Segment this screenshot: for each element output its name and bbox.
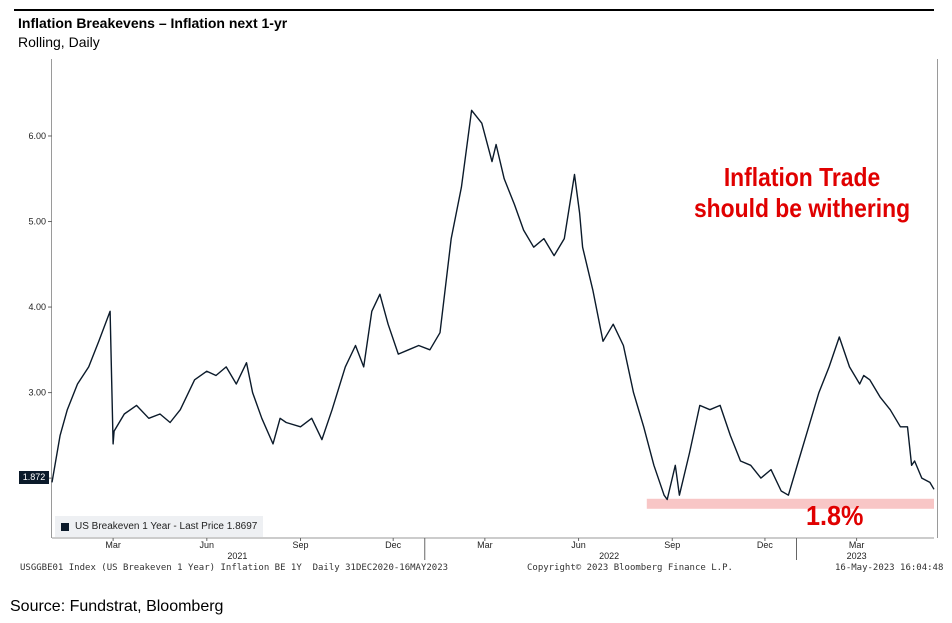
legend-label: US Breakeven 1 Year - Last Price 1.8697 [75, 521, 258, 532]
legend-swatch [61, 522, 69, 531]
footer-series-info: USGGBE01 Index (US Breakeven 1 Year) Inf… [20, 563, 449, 573]
top-rule [14, 9, 934, 11]
headline-annotation: Inflation Trade should be withering [688, 162, 917, 224]
x-tick-label: Dec [757, 540, 774, 550]
x-tick-label: Mar [849, 540, 865, 550]
x-tick-label: Mar [105, 540, 121, 550]
source-note: Source: Fundstrat, Bloomberg [10, 598, 224, 615]
series-line [51, 109, 935, 501]
plot-frame [51, 59, 938, 538]
chart-title: Inflation Breakevens – Inflation next 1-… [18, 15, 288, 31]
x-tick-label: Jun [200, 540, 215, 550]
x-tick-label: Mar [477, 540, 493, 550]
year-label: 2021 [227, 551, 247, 561]
y-tick-label: 5.00 [28, 217, 46, 227]
footer-copyright: Copyright© 2023 Bloomberg Finance L.P. [527, 563, 733, 573]
y-tick-label: 4.00 [28, 302, 46, 312]
last-value-tag: 1.872 [19, 471, 49, 484]
y-tick-label: 6.00 [28, 131, 46, 141]
year-label: 2022 [599, 551, 619, 561]
headline-annotation-text: Inflation Trade should be withering [693, 162, 911, 223]
year-label: 2023 [847, 551, 867, 561]
x-tick-label: Dec [385, 540, 402, 550]
x-tick-label: Jun [571, 540, 586, 550]
chart-legend: US Breakeven 1 Year - Last Price 1.8697 [55, 516, 264, 537]
support-band [646, 498, 934, 509]
chart-subtitle: Rolling, Daily [18, 34, 100, 50]
footer-timestamp: 16-May-2023 16:04:48 [835, 563, 944, 573]
x-tick-label: Sep [293, 540, 309, 550]
y-tick-label: 3.00 [28, 388, 46, 398]
x-tick-label: Sep [664, 540, 680, 550]
level-annotation: 1.8% [806, 500, 864, 531]
